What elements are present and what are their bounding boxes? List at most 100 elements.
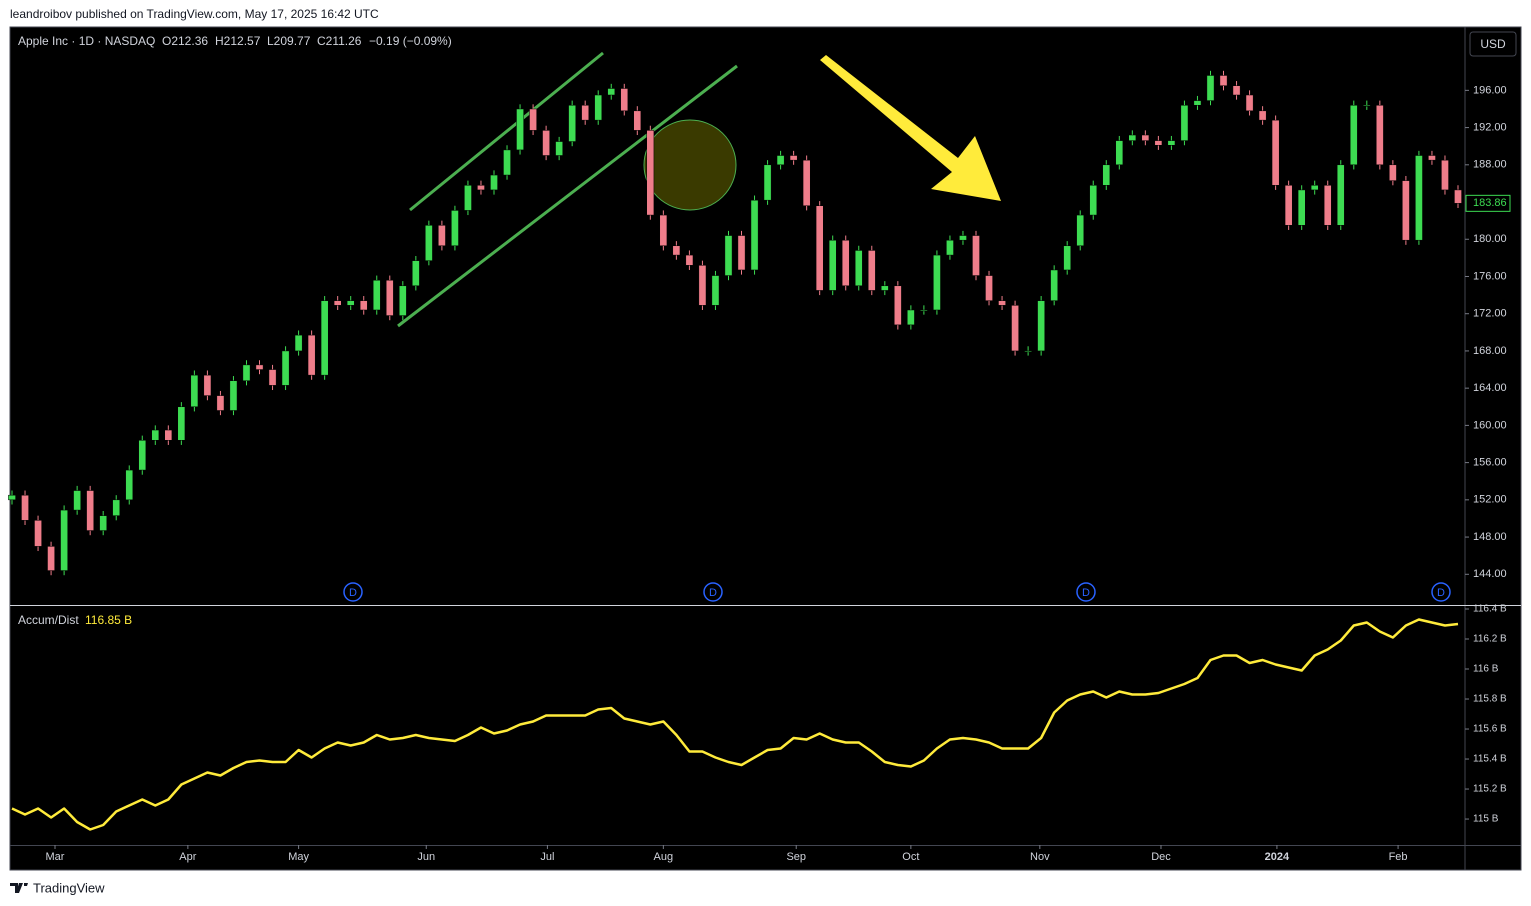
last-price-label: 183.86 — [1473, 197, 1507, 209]
candle-body — [1154, 140, 1163, 146]
candle-body — [47, 546, 55, 571]
candle-body — [1362, 104, 1371, 107]
x-tick-label: May — [288, 851, 309, 863]
candle-body — [1271, 119, 1280, 186]
y-tick-label: 115.6 B — [1473, 724, 1507, 735]
dividend-label: D — [349, 587, 357, 599]
brand-logo — [10, 883, 28, 893]
ohlc-open: O212.36 — [162, 34, 208, 48]
x-tick-label: Nov — [1030, 851, 1050, 863]
brand: TradingView — [10, 880, 105, 895]
candle-body — [672, 245, 681, 256]
candle-body — [789, 155, 798, 161]
candle-body — [8, 494, 16, 501]
dividend-marker — [1431, 582, 1451, 602]
candle-body — [933, 254, 941, 311]
y-tick-label: 180.00 — [1473, 233, 1507, 245]
dividend-label: D — [1082, 587, 1090, 599]
candle-body — [1219, 75, 1228, 86]
arrow — [820, 55, 1001, 201]
candle-body — [73, 490, 81, 511]
candle-body — [1050, 269, 1058, 301]
candle-body — [737, 235, 746, 271]
y-tick-label: 196.00 — [1473, 84, 1507, 96]
candle-body — [177, 406, 186, 441]
candle-body — [1024, 350, 1032, 353]
candle-body — [86, 490, 94, 531]
candle-body — [555, 141, 563, 156]
candle-body — [841, 239, 850, 287]
candle-body — [438, 225, 446, 247]
dividend-marker — [1076, 582, 1096, 602]
candle-body — [1141, 134, 1150, 141]
candle-body — [1063, 245, 1072, 271]
candle-body — [1428, 155, 1436, 161]
candle-body — [998, 300, 1006, 306]
candle-body — [698, 265, 707, 306]
candle-body — [607, 88, 616, 96]
candle-body — [1167, 140, 1176, 146]
candle-body — [398, 285, 407, 316]
candle-body — [880, 285, 889, 291]
candle-body — [985, 275, 993, 301]
candle-body — [503, 149, 511, 176]
candle-body — [659, 214, 668, 247]
candle-body — [229, 380, 238, 411]
candle-body — [946, 239, 954, 256]
candle-body — [346, 300, 355, 306]
candle-body — [1402, 180, 1410, 241]
candle-body — [490, 174, 498, 191]
candle-body — [1297, 189, 1306, 226]
candle-body — [1323, 185, 1332, 226]
candle-body — [1258, 110, 1267, 121]
candle-body — [815, 205, 824, 291]
y-tick-label: 115.8 B — [1473, 694, 1507, 705]
change: −0.19 (−0.09%) — [369, 34, 452, 48]
candle-body — [320, 300, 329, 376]
y-tick-label: 188.00 — [1473, 159, 1507, 171]
candle-body — [1089, 185, 1098, 216]
candle-body — [216, 395, 225, 411]
candle-body — [268, 369, 277, 386]
dividend-label: D — [709, 587, 717, 599]
candle-body — [685, 254, 694, 266]
y-tick-label: 176.00 — [1473, 270, 1507, 282]
y-tick-label: 116.2 B — [1473, 634, 1507, 645]
candle-body — [646, 130, 655, 216]
candle-body — [1336, 164, 1345, 226]
dividend-marker — [343, 582, 363, 602]
currency-box — [1469, 31, 1517, 57]
candle-body — [1349, 104, 1358, 166]
candle-body — [959, 235, 967, 241]
candle-body — [763, 164, 772, 201]
candle-body — [112, 499, 121, 516]
candle-body — [907, 309, 915, 326]
x-tick-label: Aug — [654, 851, 674, 863]
y-tick-label: 148.00 — [1473, 531, 1507, 543]
candle-body — [1115, 140, 1124, 166]
candle-body — [620, 88, 629, 112]
candle-body — [802, 159, 811, 207]
x-tick-label: 2024 — [1265, 851, 1290, 863]
highlight-circle — [643, 119, 737, 211]
x-tick-label: Dec — [1151, 851, 1171, 863]
candle-body — [894, 285, 902, 326]
y-tick-label: 164.00 — [1473, 382, 1507, 394]
x-tick-label: Jul — [540, 851, 554, 863]
y-tick-label: 115.4 B — [1473, 754, 1507, 765]
candle-body — [464, 185, 472, 211]
brand-name: TradingView — [33, 880, 105, 895]
ohlc-low: L209.77 — [267, 34, 311, 48]
candle-body — [1128, 134, 1137, 141]
candle-body — [151, 429, 160, 441]
x-tick-label: Mar — [46, 851, 65, 863]
candle-body — [529, 108, 537, 131]
x-tick-label: Apr — [179, 851, 196, 863]
y-tick-label: 115.2 B — [1473, 784, 1507, 795]
candle-body — [294, 334, 303, 352]
candle-body — [711, 275, 720, 306]
indicator-value: 116.85 B — [85, 613, 132, 627]
candle-body — [1232, 85, 1241, 96]
candle-body — [1441, 159, 1449, 191]
